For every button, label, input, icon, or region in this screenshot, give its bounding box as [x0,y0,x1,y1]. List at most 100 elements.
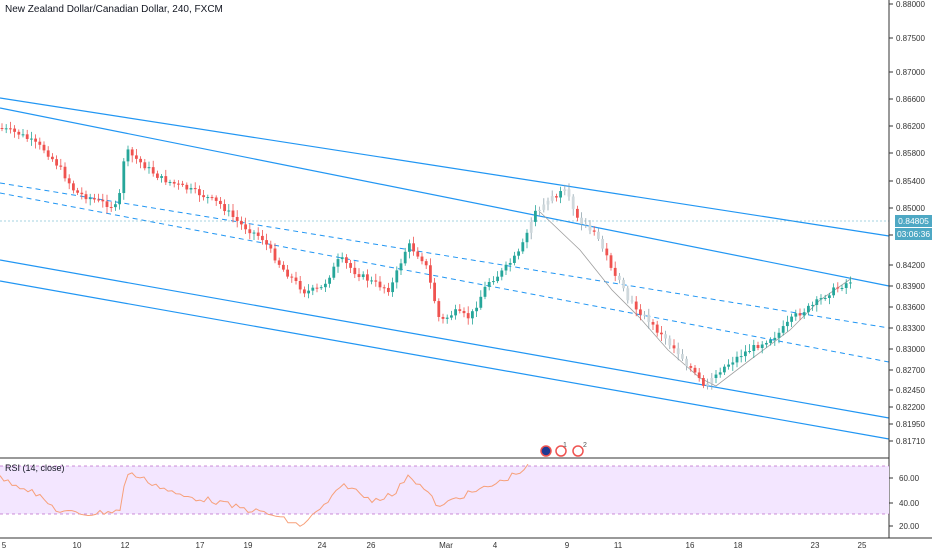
candle-body[interactable] [160,176,163,178]
candle-body[interactable] [378,281,382,288]
candle-body[interactable] [739,356,743,358]
candle-body[interactable] [168,181,172,183]
candle-body[interactable] [143,162,147,169]
candle-body[interactable] [277,260,281,265]
channel-mid-dashed-2[interactable] [0,192,890,363]
candle-body[interactable] [286,269,289,277]
channel-lower-line-1[interactable] [0,259,890,419]
candle-body[interactable] [235,216,239,221]
candle-body[interactable] [718,372,722,375]
candle-body[interactable] [349,263,352,268]
candle-body[interactable] [198,189,201,196]
candle-body[interactable] [546,200,550,205]
candle-body[interactable] [622,279,625,289]
candle-body[interactable] [345,257,348,264]
candles[interactable] [0,121,852,390]
candle-body[interactable] [420,256,424,262]
candle-body[interactable] [479,296,483,308]
candle-body[interactable] [790,316,793,322]
candle-body[interactable] [550,196,554,201]
candle-body[interactable] [374,280,378,282]
candle-body[interactable] [147,167,151,169]
candle-body[interactable] [655,324,659,333]
candle-body[interactable] [210,197,214,199]
candle-body[interactable] [391,282,394,293]
candle-body[interactable] [492,281,495,283]
candle-body[interactable] [487,281,491,287]
candle-body[interactable] [114,204,117,208]
candle-body[interactable] [542,204,546,210]
candle-body[interactable] [412,243,415,252]
candle-body[interactable] [676,348,680,355]
candle-body[interactable] [193,188,197,190]
candle-body[interactable] [67,178,71,184]
candle-body[interactable] [744,351,747,357]
candle-body[interactable] [319,287,323,289]
candle-body[interactable] [689,366,693,368]
candle-body[interactable] [567,189,571,197]
candle-body[interactable] [151,167,155,174]
event-flag-ca-icon-2[interactable] [572,445,584,457]
candle-body[interactable] [109,206,113,208]
candle-body[interactable] [836,287,840,289]
candle-body[interactable] [240,220,243,225]
candle-body[interactable] [471,311,474,319]
candle-body[interactable] [126,149,130,162]
candle-body[interactable] [777,332,781,338]
candle-body[interactable] [651,322,655,325]
candle-body[interactable] [303,289,306,294]
candle-body[interactable] [466,313,470,319]
candle-body[interactable] [609,255,613,268]
candle-body[interactable] [639,309,642,315]
candle-body[interactable] [9,128,12,130]
candle-body[interactable] [265,240,268,245]
candle-body[interactable] [454,309,457,316]
candle-body[interactable] [135,155,138,159]
candle-body[interactable] [504,264,508,271]
candle-body[interactable] [130,149,134,156]
candle-body[interactable] [219,200,222,205]
candle-body[interactable] [580,217,583,225]
candle-body[interactable] [626,288,630,301]
candle-body[interactable] [294,277,298,282]
candle-body[interactable] [832,287,835,296]
candle-body[interactable] [324,283,327,288]
candle-body[interactable] [84,194,88,200]
candle-body[interactable] [172,181,176,184]
candle-body[interactable] [592,230,596,232]
candle-body[interactable] [164,176,168,183]
candle-body[interactable] [353,267,357,275]
candle-body[interactable] [55,159,58,166]
candle-body[interactable] [664,334,667,339]
candle-body[interactable] [156,173,159,178]
candle-body[interactable] [517,251,520,256]
candle-body[interactable] [88,198,92,200]
candle-body[interactable] [34,138,37,142]
candle-body[interactable] [181,183,184,185]
candle-body[interactable] [21,134,25,136]
candle-body[interactable] [601,238,604,249]
candle-body[interactable] [588,225,592,231]
candle-body[interactable] [445,317,449,319]
candle-body[interactable] [529,221,533,233]
candle-body[interactable] [849,282,852,284]
candle-body[interactable] [105,201,109,207]
candle-body[interactable] [357,274,361,278]
candle-body[interactable] [672,345,676,349]
candle-body[interactable] [25,134,29,139]
candle-body[interactable] [244,224,247,230]
candle-body[interactable] [613,267,617,276]
candle-body[interactable] [643,314,646,316]
channel-mid-dashed-1[interactable] [0,182,890,329]
candle-body[interactable] [584,224,588,226]
candle-body[interactable] [189,188,193,190]
candle-body[interactable] [298,281,302,290]
candle-body[interactable] [618,275,621,280]
rsi-line[interactable] [0,463,529,527]
candle-body[interactable] [223,204,226,212]
event-markers[interactable]: 1 2 [540,442,587,457]
candle-body[interactable] [437,301,441,317]
event-flag-nz-icon[interactable] [540,445,552,457]
candle-body[interactable] [723,366,726,373]
